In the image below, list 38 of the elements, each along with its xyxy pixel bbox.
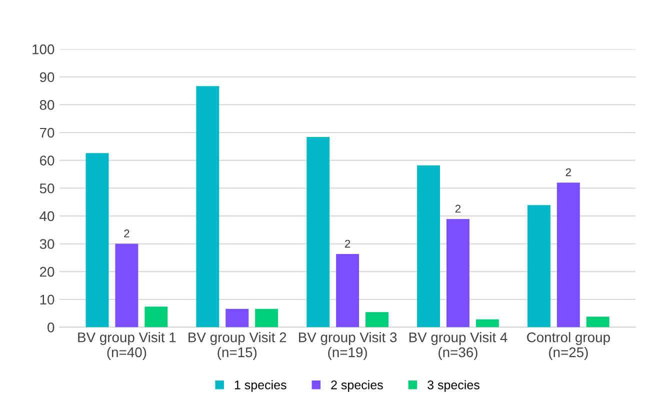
- bar: [417, 165, 440, 328]
- bar: [115, 244, 138, 328]
- y-tick-label: 90: [40, 72, 54, 82]
- bar: [527, 205, 550, 328]
- x-tick-label: BV group Visit 1 (n=40): [78, 332, 176, 360]
- x-tick-label: BV group Visit 3 (n=19): [299, 332, 397, 360]
- legend-label: 1 species: [234, 380, 286, 392]
- y-tick-label: 100: [32, 44, 54, 54]
- bar: [476, 319, 499, 328]
- y-tick-label: 60: [40, 156, 54, 166]
- bar: [196, 86, 220, 328]
- bar: [366, 312, 388, 328]
- annotation: 2: [566, 168, 571, 176]
- x-tick-label: BV group Visit 2 (n=15): [188, 332, 286, 360]
- y-tick-label: 40: [40, 211, 54, 222]
- annotation: 2: [124, 230, 130, 238]
- bar: [255, 308, 278, 328]
- y-tick-label: 70: [40, 128, 54, 138]
- y-tick-label: 20: [40, 266, 54, 277]
- y-tick-label: 30: [40, 239, 54, 249]
- legend-label: 3 species: [428, 380, 480, 392]
- bar: [144, 306, 168, 328]
- bar: [446, 219, 470, 328]
- y-tick-label: 50: [40, 183, 54, 194]
- bar: [336, 254, 360, 328]
- annotation: 2: [345, 240, 350, 248]
- bar: [556, 182, 580, 328]
- bar: [226, 308, 249, 328]
- y-tick-label: 10: [40, 294, 54, 305]
- x-tick-label: Control group (n=25): [527, 332, 610, 360]
- y-tick-label: 0: [48, 322, 54, 332]
- y-tick-label: 80: [40, 100, 54, 110]
- bar: [306, 136, 330, 328]
- x-tick-label: BV group Visit 4 (n=36): [409, 332, 508, 360]
- bar: [86, 153, 109, 328]
- bar: [586, 316, 610, 328]
- legend-label: 2 species: [331, 380, 383, 392]
- annotation: 2: [455, 204, 461, 213]
